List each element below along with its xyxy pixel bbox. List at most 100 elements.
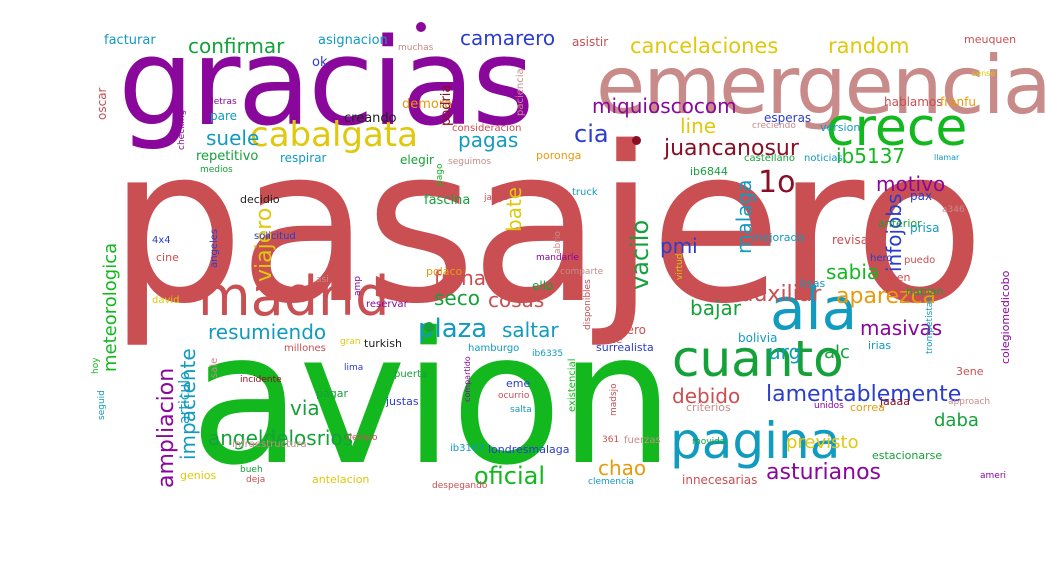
cloud-word: cosas	[488, 288, 545, 312]
cloud-word: antelacion	[312, 473, 370, 486]
cloud-word: aparezca	[836, 284, 937, 309]
cloud-word: bajar	[690, 296, 741, 320]
cloud-word: juancanosur	[664, 136, 799, 161]
cloud-word: bueh	[240, 465, 263, 475]
cloud-word: abrio	[553, 231, 563, 254]
cloud-word: ala	[770, 275, 858, 343]
cloud-word: elegir	[400, 153, 434, 167]
cloud-word: poronga	[536, 149, 582, 162]
cloud-word: ocurrio	[498, 391, 530, 401]
cloud-word: mejorada	[752, 231, 805, 244]
cloud-word: criterios	[686, 401, 731, 414]
cloud-word: repetitivo	[196, 149, 259, 164]
cloud-word: 4x4	[152, 235, 171, 246]
cloud-word: gracias	[118, 14, 534, 153]
cloud-word: creciendo	[752, 121, 796, 131]
cloud-word: angeles	[209, 228, 220, 268]
cloud-word: castellano	[744, 153, 796, 164]
cloud-word: emergencia	[596, 39, 1046, 132]
cloud-word: pmi	[660, 234, 698, 258]
cloud-word: fuerzas	[624, 435, 661, 446]
cloud-word: paciencia	[515, 68, 526, 116]
cloud-word: cabalgata	[250, 115, 418, 155]
cloud-word: ampliacion	[154, 367, 179, 488]
cloud-word: confirmar	[188, 34, 285, 58]
cloud-word: crece	[826, 98, 968, 158]
dot-mark	[632, 136, 641, 145]
cloud-word: hero	[870, 253, 893, 264]
cloud-word: previsto	[786, 432, 859, 453]
cloud-word: madsjo	[609, 383, 619, 416]
cloud-word: ib6844	[690, 165, 729, 178]
cloud-word: deben	[876, 271, 911, 284]
cloud-word: hablan	[906, 285, 944, 298]
cloud-word: ello	[532, 279, 554, 293]
cloud-word: daba	[934, 410, 979, 431]
cloud-word: cancelaciones	[630, 34, 779, 58]
cloud-word: tiempo	[346, 433, 378, 443]
cloud-word: demora	[402, 97, 453, 112]
cloud-word: seco	[434, 286, 480, 310]
cloud-word: debido	[672, 384, 741, 408]
cloud-word: anterior	[878, 217, 922, 230]
cloud-word: disponibles	[583, 279, 593, 330]
cloud-word: solicitud	[254, 231, 296, 242]
cloud-word: pax	[910, 189, 933, 203]
cloud-word: meuquen	[964, 33, 1017, 46]
cloud-word: 361	[602, 435, 620, 445]
cloud-word: urg	[768, 340, 802, 364]
cloud-word: 1o	[758, 165, 796, 200]
cloud-word: consideracion	[452, 123, 522, 134]
cloud-word: innecesarias	[682, 473, 758, 487]
cloud-word: fascina	[424, 193, 471, 208]
cloud-word: cuanto	[672, 330, 844, 388]
cloud-word: david	[152, 295, 180, 306]
cloud-word: quiero	[608, 323, 646, 337]
cloud-word: turkish	[364, 337, 402, 350]
cloud-word: asistir	[572, 35, 609, 49]
cloud-word: malaga	[732, 179, 756, 254]
cloud-word: pagina	[670, 412, 841, 470]
cloud-word: londresmalaga	[488, 443, 570, 456]
cloud-word: bolivia	[738, 331, 778, 345]
cloud-word: camarero	[460, 26, 556, 50]
cloud-word: articulo	[177, 371, 193, 424]
cloud-word: pare	[210, 109, 238, 123]
cloud-word: sense	[972, 69, 996, 78]
cloud-word: comparte	[560, 267, 604, 277]
cloud-word: justas	[386, 395, 419, 408]
cloud-word: medios	[200, 165, 233, 175]
cloud-word: avion	[190, 293, 675, 505]
cloud-word: revisar	[832, 233, 874, 247]
cloud-word: jaaaa	[880, 395, 911, 408]
cloud-word: saltar	[502, 318, 559, 342]
cloud-word: noticias	[804, 153, 843, 164]
cloud-word: infraestructura	[232, 439, 307, 450]
cloud-word: trompetistas	[925, 296, 935, 354]
cloud-word: ib5137	[836, 144, 906, 168]
cloud-word: pago	[435, 163, 445, 186]
cloud-word: lamentablemente	[766, 382, 962, 407]
cloud-word: a346	[942, 205, 965, 215]
cloud-word: lima	[344, 363, 364, 373]
cloud-word: sabia	[826, 260, 880, 284]
cloud-word: incidente	[240, 375, 282, 385]
cloud-word: ib6335	[532, 349, 564, 359]
cloud-word: motivo	[876, 172, 946, 196]
cloud-word: miquioscocom	[592, 94, 737, 118]
cloud-word: genios	[180, 469, 217, 482]
cloud-word: gran	[340, 337, 361, 347]
cloud-word: creando	[344, 111, 397, 126]
cloud-word: colegiomedicobo	[999, 270, 1012, 364]
cloud-word: ib3167	[450, 443, 485, 454]
cloud-word: millones	[284, 343, 326, 354]
cloud-word: masivas	[860, 316, 943, 340]
cloud-word: compartido	[463, 356, 472, 402]
cloud-word: frena	[434, 266, 487, 290]
cloud-word: virtud	[675, 253, 685, 280]
cloud-word: asturianos	[766, 460, 882, 485]
dot-mark	[424, 322, 434, 332]
cloud-word: arte	[600, 333, 623, 346]
cloud-word: hoy	[91, 357, 101, 374]
cloud-word: polaco	[426, 265, 463, 278]
